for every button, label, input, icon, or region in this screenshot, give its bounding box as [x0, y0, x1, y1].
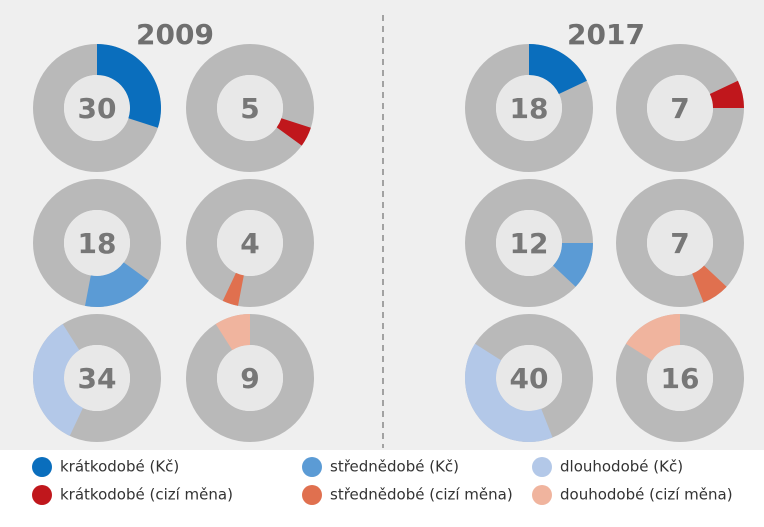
donut-segment [215, 314, 250, 351]
donut-value: 9 [240, 362, 259, 395]
donut-segment [553, 243, 593, 287]
donut-hole [496, 75, 562, 141]
donut-segment [529, 44, 587, 94]
donut-value: 7 [670, 92, 689, 125]
donut-hole [217, 75, 283, 141]
donut-hole [496, 345, 562, 411]
donut-hole [64, 75, 130, 141]
legend-swatch [302, 457, 322, 477]
donut-ring [186, 179, 314, 307]
donut-value: 7 [670, 227, 689, 260]
legend-swatch [32, 485, 52, 505]
donut-value: 34 [78, 362, 117, 395]
legend-swatch [532, 457, 552, 477]
donut-hole [496, 210, 562, 276]
donut-value: 5 [240, 92, 259, 125]
donut-hole [217, 345, 283, 411]
legend-label: střednědobé (cizí měna) [330, 486, 513, 504]
donut-value: 40 [510, 362, 549, 395]
donut-value: 4 [240, 227, 259, 260]
donut-hole [647, 75, 713, 141]
legend-label: dlouhodobé (Kč) [560, 458, 683, 476]
donut-ring [186, 44, 314, 172]
donut-hole [647, 210, 713, 276]
donut-segment [33, 323, 83, 436]
donut-segment [709, 80, 744, 108]
legend-swatch [532, 485, 552, 505]
year-title: 2017 [567, 18, 645, 51]
legend-label: střednědobé (Kč) [330, 458, 459, 476]
donut-value: 18 [510, 92, 549, 125]
legend-label: krátkodobé (Kč) [60, 458, 179, 476]
donut-segment [222, 272, 244, 306]
donut-value: 30 [78, 92, 117, 125]
donut-value: 16 [661, 362, 700, 395]
donut-hole [647, 345, 713, 411]
donut-hole [64, 345, 130, 411]
legend-label: douhodobé (cizí měna) [560, 486, 733, 504]
donut-segment [464, 343, 553, 443]
donut-ring [616, 179, 744, 307]
donut-hole [217, 210, 283, 276]
donut-value: 18 [78, 227, 117, 260]
legend-swatch [32, 457, 52, 477]
donut-segment [85, 262, 149, 307]
donut-value: 12 [510, 227, 549, 260]
year-title: 2009 [136, 18, 214, 51]
legend-swatch [302, 485, 322, 505]
donut-segment [625, 314, 680, 361]
donut-segment [692, 265, 727, 303]
legend-label: krátkodobé (cizí měna) [60, 486, 233, 504]
donut-hole [64, 210, 130, 276]
donut-segment [97, 44, 161, 128]
donut-segment [276, 118, 311, 146]
